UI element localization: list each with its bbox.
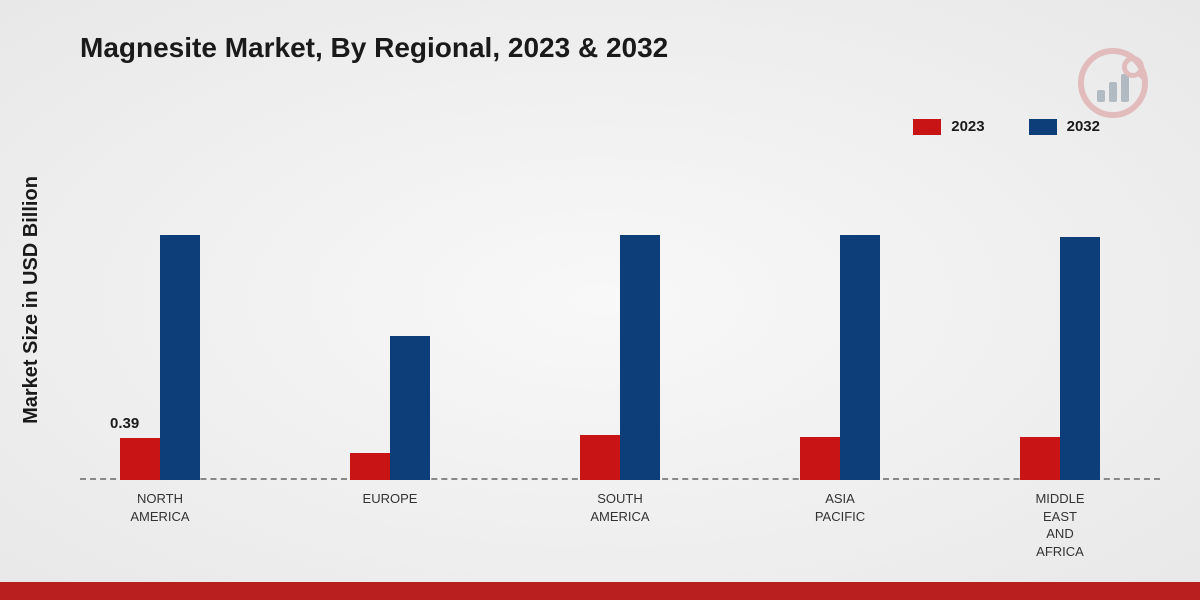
- legend-label-2032: 2032: [1067, 118, 1100, 135]
- magnifier-icon: [1122, 56, 1144, 78]
- bar-value-label-north_america: 0.39: [110, 415, 139, 432]
- bar-2032-mea: [1060, 237, 1100, 480]
- category-label-north_america: NORTH AMERICA: [100, 490, 220, 525]
- category-label-europe: EUROPE: [330, 490, 450, 508]
- bar-2023-asia_pacific: [800, 437, 840, 480]
- bar-2023-mea: [1020, 437, 1060, 480]
- bar-2032-north_america: [160, 235, 200, 480]
- bar-group-asia_pacific: [800, 235, 880, 480]
- logo-watermark: [1078, 48, 1148, 118]
- legend: 2023 2032: [913, 118, 1100, 135]
- bar-2023-south_america: [580, 435, 620, 480]
- bar-2023-north_america: [120, 438, 160, 480]
- bar-group-europe: [350, 336, 430, 480]
- bar-2023-europe: [350, 453, 390, 480]
- bar-group-north_america: [120, 235, 200, 480]
- chart-area: 0.39: [80, 160, 1160, 480]
- bar-group-south_america: [580, 235, 660, 480]
- bar-2032-south_america: [620, 235, 660, 480]
- legend-label-2023: 2023: [951, 118, 984, 135]
- legend-item-2023: 2023: [913, 118, 984, 135]
- legend-swatch-2032: [1029, 119, 1057, 135]
- chart-title: Magnesite Market, By Regional, 2023 & 20…: [80, 32, 668, 64]
- bar-2032-europe: [390, 336, 430, 480]
- category-label-asia_pacific: ASIA PACIFIC: [780, 490, 900, 525]
- bar-2032-asia_pacific: [840, 235, 880, 480]
- bar-group-mea: [1020, 237, 1100, 480]
- legend-item-2032: 2032: [1029, 118, 1100, 135]
- category-label-south_america: SOUTH AMERICA: [560, 490, 680, 525]
- y-axis-label: Market Size in USD Billion: [20, 176, 43, 424]
- category-label-mea: MIDDLE EAST AND AFRICA: [1000, 490, 1120, 560]
- legend-swatch-2023: [913, 119, 941, 135]
- footer-accent-bar: [0, 582, 1200, 600]
